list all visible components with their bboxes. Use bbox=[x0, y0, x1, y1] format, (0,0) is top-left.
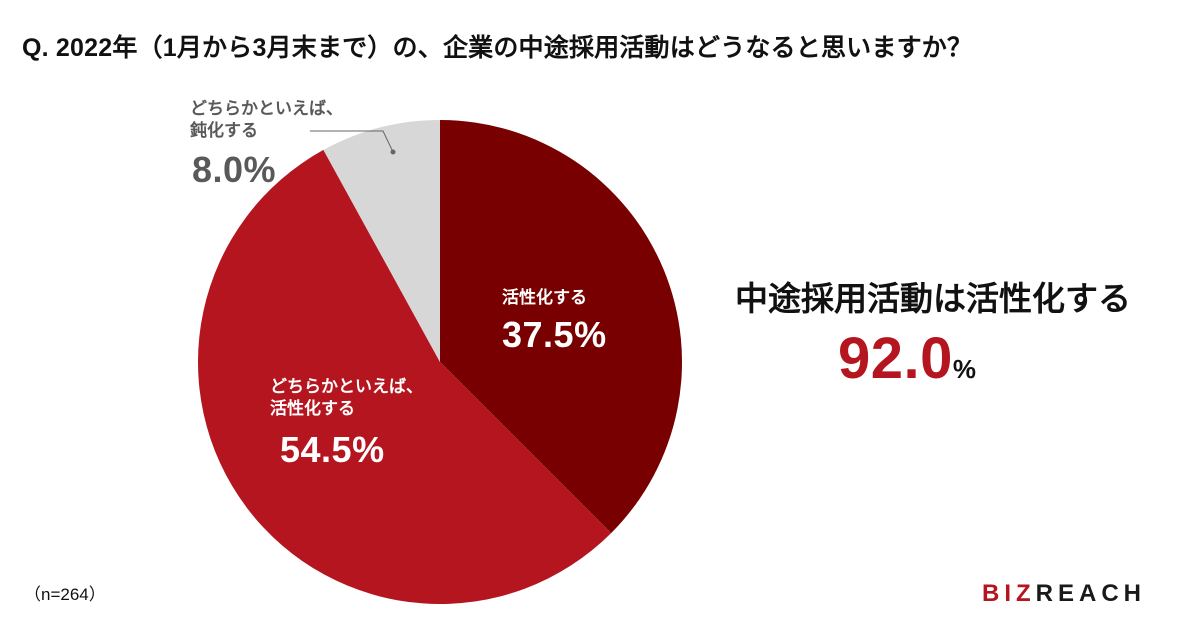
pie-slice-active bbox=[440, 120, 682, 534]
label-somewhat-active-line1: どちらかといえば、 bbox=[270, 377, 423, 396]
label-somewhat-slow-value: 8.0% bbox=[192, 149, 277, 190]
pie-slice-somewhat-slow bbox=[323, 120, 440, 362]
pie-slices bbox=[197, 120, 682, 605]
chart-title: Q. 2022年（1月から3月末まで）の、企業の中途採用活動はどうなると思います… bbox=[22, 34, 973, 62]
sample-size: （n=264） bbox=[24, 585, 106, 604]
label-active-value: 37.5% bbox=[502, 314, 607, 355]
label-active-text: 活性化する bbox=[502, 288, 587, 307]
summary-title: 中途採用活動は活性化する bbox=[735, 280, 1131, 317]
bizreach-logo: BIZREACH bbox=[982, 580, 1147, 607]
label-somewhat-slow-line1: どちらかといえば、 bbox=[190, 99, 343, 118]
label-somewhat-slow-line2: 鈍化する bbox=[190, 121, 258, 140]
leader-dot bbox=[390, 149, 396, 155]
label-somewhat-active-line2: 活性化する bbox=[270, 399, 355, 418]
pie-slice-somewhat-active bbox=[197, 149, 612, 605]
label-somewhat-active-value: 54.5% bbox=[280, 429, 385, 470]
summary-value: 92.0% bbox=[838, 325, 976, 392]
summary-unit: % bbox=[952, 354, 977, 384]
leader-line bbox=[310, 130, 394, 153]
summary-number: 92.0 bbox=[838, 326, 953, 391]
